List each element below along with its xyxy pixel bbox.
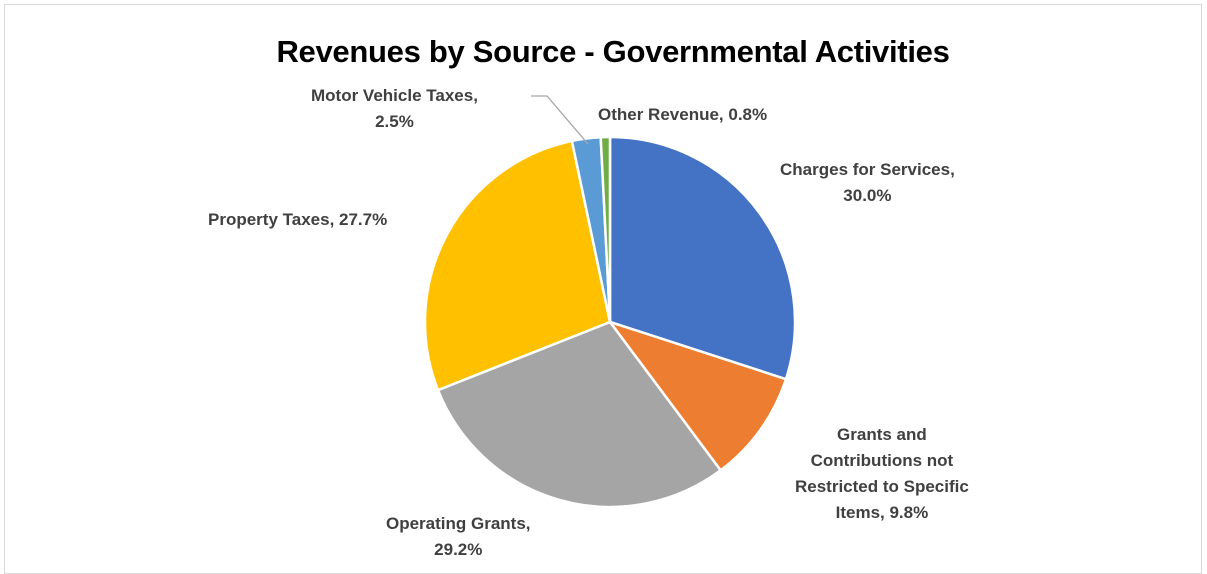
label-property-taxes: Property Taxes, 27.7% <box>208 207 387 233</box>
label-operating-line2: 29.2% <box>434 540 483 559</box>
pie-slice-operating-grants <box>436 320 722 509</box>
pie-slice-other-revenue <box>599 135 612 324</box>
label-grants-line4: Items, 9.8% <box>835 503 929 522</box>
pie-slice-grants-and-contributions-not-restricted-to-specific-items <box>608 320 788 472</box>
label-motor-vehicle-taxes: Motor Vehicle Taxes, 2.5% <box>311 83 478 135</box>
label-motor-line2: 2.5% <box>375 112 414 131</box>
label-operating-line1: Operating Grants, <box>386 514 531 533</box>
pie-slices <box>423 135 797 509</box>
label-other-line1: Other Revenue, 0.8% <box>598 105 768 124</box>
label-grants-line1: Grants and <box>837 425 927 444</box>
pie-slice-property-taxes <box>423 139 612 392</box>
label-charges-line2: 30.0% <box>843 186 892 205</box>
chart-title: Revenues by Source - Governmental Activi… <box>276 34 950 69</box>
label-charges-for-services: Charges for Services, 30.0% <box>780 157 955 209</box>
label-grants-line2: Contributions not <box>810 451 954 470</box>
label-operating-grants: Operating Grants, 29.2% <box>386 511 531 563</box>
label-grants-line3: Restricted to Specific <box>795 477 969 496</box>
pie-slice-charges-for-services <box>608 135 797 381</box>
label-motor-line1: Motor Vehicle Taxes, <box>311 86 478 105</box>
motor-vehicle-leader-line <box>531 95 589 145</box>
label-other-revenue: Other Revenue, 0.8% <box>598 102 767 128</box>
label-property-line1: Property Taxes, 27.7% <box>208 210 388 229</box>
label-grants-contributions: Grants and Contributions not Restricted … <box>795 422 969 526</box>
label-charges-line1: Charges for Services, <box>780 160 955 179</box>
